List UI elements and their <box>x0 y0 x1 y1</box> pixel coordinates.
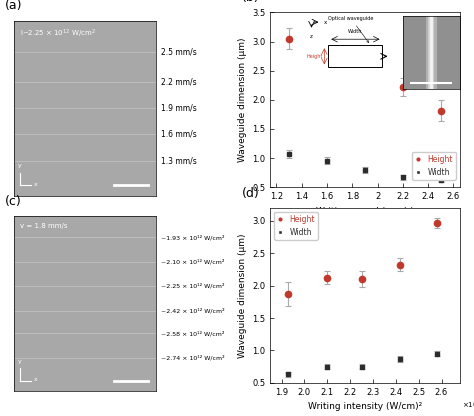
Text: I~2.25 × 10$^{12}$ W/cm$^{2}$: I~2.25 × 10$^{12}$ W/cm$^{2}$ <box>20 28 96 40</box>
Legend: Height, Width: Height, Width <box>274 212 318 240</box>
Text: $\times10^{12}$: $\times10^{12}$ <box>462 400 474 411</box>
Text: (c): (c) <box>5 195 21 208</box>
Text: y: y <box>18 359 21 364</box>
Text: ~2.10 × 10¹² W/cm²: ~2.10 × 10¹² W/cm² <box>161 259 225 265</box>
Text: 1.3 mm/s: 1.3 mm/s <box>161 156 197 165</box>
Text: 1.9 mm/s: 1.9 mm/s <box>161 104 197 113</box>
Text: ~1.93 × 10¹² W/cm²: ~1.93 × 10¹² W/cm² <box>161 235 225 240</box>
Text: (d): (d) <box>242 187 259 200</box>
Text: ~2.58 × 10¹² W/cm²: ~2.58 × 10¹² W/cm² <box>161 331 225 336</box>
Text: x: x <box>34 377 38 382</box>
Text: (b): (b) <box>242 0 259 4</box>
Text: 2.5 mm/s: 2.5 mm/s <box>161 48 197 57</box>
Text: ~2.74 × 10¹² W/cm²: ~2.74 × 10¹² W/cm² <box>161 355 225 361</box>
Text: x: x <box>34 182 38 187</box>
Text: ~2.42 × 10¹² W/cm²: ~2.42 × 10¹² W/cm² <box>161 308 225 313</box>
Text: (a): (a) <box>5 0 22 12</box>
Y-axis label: Waveguide dimension (μm): Waveguide dimension (μm) <box>237 233 246 358</box>
Text: y: y <box>18 163 21 168</box>
Text: v = 1.8 mm/s: v = 1.8 mm/s <box>20 223 67 229</box>
Y-axis label: Waveguide dimension (μm): Waveguide dimension (μm) <box>237 37 246 162</box>
Text: ~2.25 × 10¹² W/cm²: ~2.25 × 10¹² W/cm² <box>161 283 225 289</box>
Text: 2.2 mm/s: 2.2 mm/s <box>161 77 197 87</box>
Legend: Height, Width: Height, Width <box>412 152 456 180</box>
Text: 1.6 mm/s: 1.6 mm/s <box>161 130 197 139</box>
X-axis label: Writing intensity (W/cm)²: Writing intensity (W/cm)² <box>308 402 422 411</box>
X-axis label: Writing speed (mm/s): Writing speed (mm/s) <box>316 207 414 215</box>
